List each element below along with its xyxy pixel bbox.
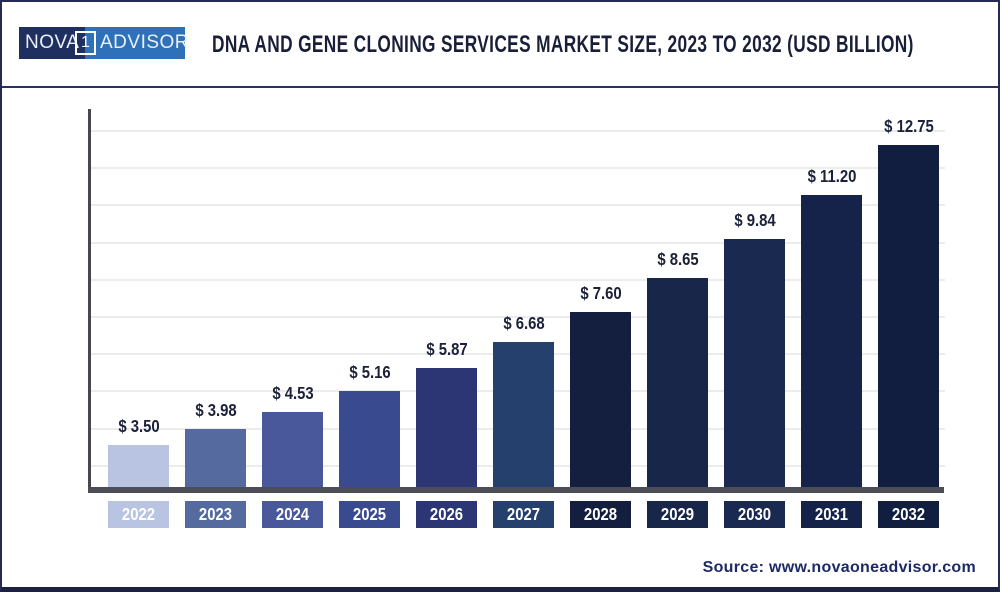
bar-2023 [185, 429, 246, 487]
year-tick-2030: 2030 [724, 501, 785, 528]
bar-value-label-2026: $ 5.87 [425, 339, 468, 359]
year-tick-2024: 2024 [262, 501, 323, 528]
year-tick-label: 2022 [121, 504, 156, 524]
bar-value-label-2028: $ 7.60 [579, 283, 622, 303]
bar-value-label-2023: $ 3.98 [194, 400, 237, 420]
year-tick-label: 2025 [352, 504, 387, 524]
source-text: Source: www.novaoneadvisor.com [702, 559, 976, 576]
year-tick-2023: 2023 [185, 501, 246, 528]
logo-text-advisor: ADVISOR [85, 27, 189, 59]
bar-2031 [801, 195, 862, 487]
bar-2024 [262, 412, 323, 487]
gridline [90, 204, 945, 207]
year-tick-label: 2029 [660, 504, 695, 524]
year-tick-2025: 2025 [339, 501, 400, 528]
header-divider [2, 86, 998, 88]
year-tick-label: 2023 [198, 504, 233, 524]
bar-2032 [878, 145, 939, 487]
logo-one-badge: 1 [75, 31, 96, 55]
x-axis-line [88, 487, 944, 493]
year-tick-2029: 2029 [647, 501, 708, 528]
year-tick-label: 2030 [737, 504, 772, 524]
logo-text-nova: NOVA [19, 27, 85, 59]
bar-value-label-2030: $ 9.84 [733, 210, 776, 230]
year-tick-label: 2031 [814, 504, 849, 524]
year-tick-label: 2026 [429, 504, 464, 524]
bar-value-label-2027: $ 6.68 [502, 313, 545, 333]
gridline [90, 241, 945, 244]
bar-value-label-2031: $ 11.20 [807, 166, 856, 186]
bar-2028 [570, 312, 631, 487]
bar-value-label-2022: $ 3.50 [117, 416, 160, 436]
bar-2026 [416, 368, 477, 487]
gridline [90, 130, 945, 132]
bar-2027 [493, 342, 554, 487]
year-tick-2026: 2026 [416, 501, 477, 528]
year-tick-label: 2028 [583, 504, 618, 524]
bar-value-label-2032: $ 12.75 [883, 116, 934, 136]
year-tick-2031: 2031 [801, 501, 862, 528]
year-tick-2028: 2028 [570, 501, 631, 528]
bar-2029 [647, 278, 708, 487]
bar-2025 [339, 391, 400, 487]
bar-2022 [108, 445, 169, 487]
year-tick-label: 2032 [891, 504, 926, 524]
novaone-advisor-logo: NOVA ADVISOR 1 [19, 27, 189, 59]
year-tick-label: 2027 [506, 504, 541, 524]
bar-2030 [724, 239, 785, 487]
year-tick-2027: 2027 [493, 501, 554, 528]
bar-value-label-2024: $ 4.53 [271, 383, 314, 403]
gridline [90, 167, 945, 170]
year-tick-2032: 2032 [878, 501, 939, 528]
gridline [90, 278, 945, 281]
bar-value-label-2029: $ 8.65 [656, 249, 699, 269]
page-title-text: DNA AND GENE CLONING SERVICES MARKET SIZ… [212, 31, 914, 58]
page-title: DNA AND GENE CLONING SERVICES MARKET SIZ… [212, 31, 998, 59]
year-tick-label: 2024 [275, 504, 310, 524]
gridline [90, 316, 945, 318]
year-tick-2022: 2022 [108, 501, 169, 528]
bar-value-label-2025: $ 5.16 [348, 362, 391, 382]
y-axis-line [88, 109, 91, 493]
